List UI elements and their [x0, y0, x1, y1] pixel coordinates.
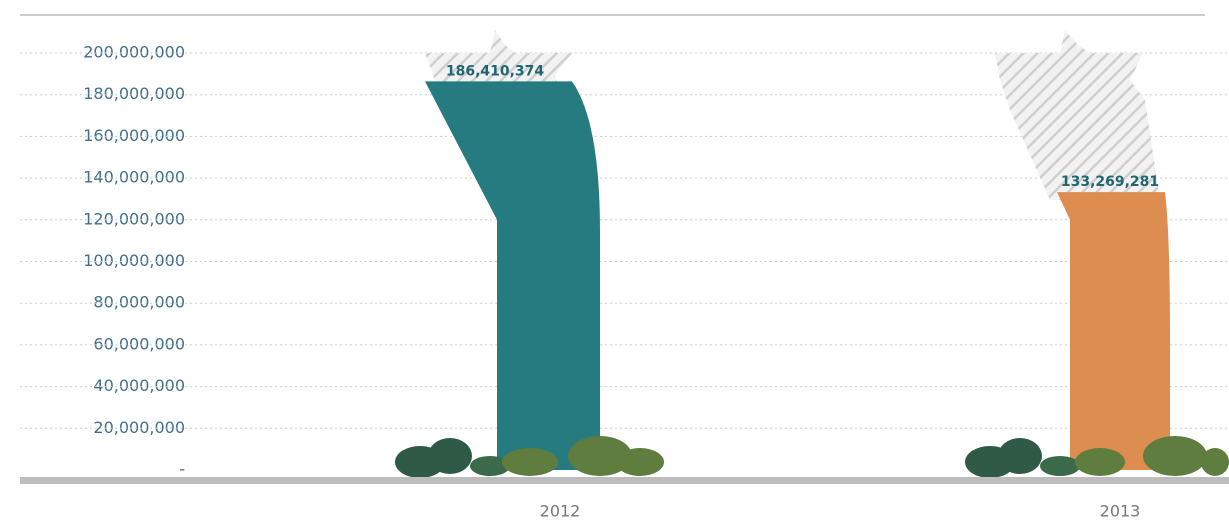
x-tick-label: 2012: [540, 502, 581, 521]
y-tick-label: 120,000,000: [83, 209, 185, 228]
x-tick-label: 2013: [1100, 502, 1141, 521]
y-tick-label: 140,000,000: [83, 168, 185, 187]
ground: [20, 477, 1229, 484]
y-tick-label: 60,000,000: [93, 334, 185, 353]
y-tick-label: 200,000,000: [83, 43, 185, 62]
bushes: [395, 436, 1229, 478]
value-label: 133,269,281: [1061, 174, 1159, 190]
y-tick-label: -: [179, 460, 185, 479]
y-tick-label: 20,000,000: [93, 418, 185, 437]
y-tick-label: 40,000,000: [93, 376, 185, 395]
y-tick-label: 160,000,000: [83, 126, 185, 145]
y-tick-label: 100,000,000: [83, 251, 185, 270]
y-tick-label: 180,000,000: [83, 84, 185, 103]
y-tick-label: 80,000,000: [93, 293, 185, 312]
hatch-decoration: [995, 30, 1160, 200]
value-label: 186,410,374: [446, 63, 545, 79]
hatch-decoration: [425, 30, 572, 94]
bar: [1057, 192, 1170, 470]
bar: [425, 81, 600, 470]
